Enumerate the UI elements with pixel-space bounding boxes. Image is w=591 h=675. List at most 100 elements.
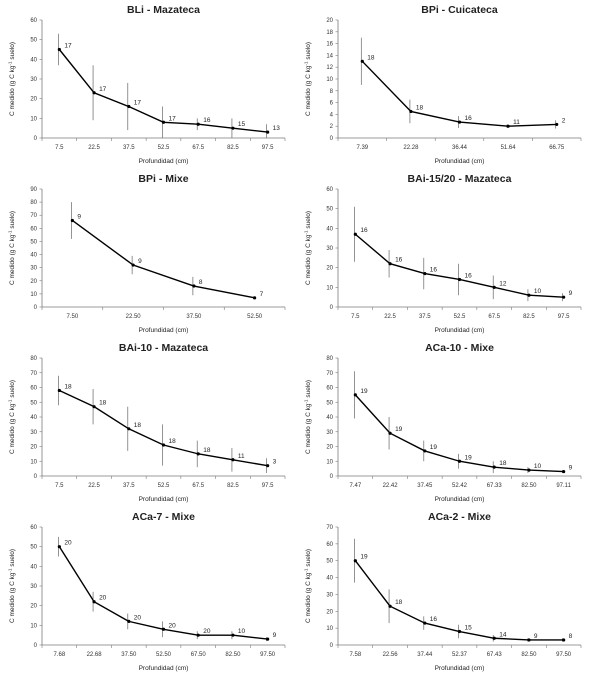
y-tick-label: 0 — [34, 643, 38, 649]
y-tick-label: 0 — [330, 643, 334, 649]
sample-count-label: 18 — [499, 460, 507, 467]
x-tick-label: 22.42 — [383, 483, 399, 489]
y-tick-label: 40 — [326, 415, 333, 421]
y-axis-title-end: suelo) — [9, 380, 16, 400]
y-tick-label: 50 — [326, 559, 333, 565]
y-tick-label: 70 — [326, 371, 333, 377]
data-point — [266, 464, 270, 468]
sample-count-label: 9 — [569, 465, 573, 472]
x-tick-label: 97.11 — [556, 483, 571, 489]
data-point — [457, 120, 462, 124]
sample-count-label: 10 — [534, 463, 542, 470]
chart-title: ACa-2 - Mixe — [428, 511, 491, 523]
sample-count-label: 14 — [499, 631, 507, 638]
sample-count-label: 12 — [499, 280, 507, 287]
sample-count-label: 19 — [465, 454, 473, 461]
x-tick-label: 37.50 — [186, 314, 202, 320]
x-tick-label: 7.68 — [54, 652, 66, 658]
x-tick-label: 52.5 — [158, 483, 170, 489]
x-tick-label: 7.5 — [351, 314, 360, 320]
x-tick-label: 22.56 — [383, 652, 399, 658]
x-tick-label: 66.75 — [549, 145, 565, 151]
sample-count-label: 18 — [134, 422, 142, 429]
y-axis-title-main: C medido (g C kg — [9, 572, 16, 623]
y-tick-label: 60 — [30, 386, 37, 392]
y-tick-label: 20 — [326, 445, 333, 451]
x-tick-label: 37.44 — [417, 652, 433, 658]
sample-count-label: 19 — [395, 426, 403, 433]
y-axis-title-end: suelo) — [9, 42, 16, 62]
x-tick-label: 97.5 — [262, 483, 274, 489]
y-tick-label: 50 — [326, 400, 333, 406]
y-tick-label: 10 — [30, 623, 37, 629]
y-axis-title-superscript: -1 — [8, 568, 13, 572]
data-point — [196, 122, 200, 126]
y-tick-label: 60 — [326, 542, 333, 548]
x-tick-label: 7.47 — [350, 483, 362, 489]
series-line — [58, 546, 268, 640]
y-tick-label: 20 — [326, 609, 333, 615]
data-point — [161, 120, 166, 124]
series-line — [71, 219, 255, 299]
sample-count-label: 2 — [562, 117, 566, 124]
sample-count-label: 9 — [77, 213, 81, 220]
x-tick-label: 22.5 — [88, 145, 100, 151]
data-point — [360, 59, 364, 63]
x-tick-label: 52.5 — [454, 314, 466, 320]
chart-svg: BLi - Mazateca 0 10 20 30 40 50 60 7.5 22.5 37.5 52… — [8, 4, 286, 165]
y-tick-label: 60 — [30, 18, 37, 24]
x-tick-label: 37.5 — [419, 314, 431, 320]
sample-count-label: 18 — [64, 383, 72, 390]
x-tick-label: 97.50 — [556, 652, 572, 658]
x-tick-label: 7.58 — [350, 652, 362, 658]
y-tick-label: 8 — [330, 89, 334, 95]
sample-count-label: 9 — [534, 633, 538, 640]
y-tick-label: 30 — [30, 430, 37, 436]
x-tick-label: 51.64 — [501, 145, 517, 151]
y-tick-label: 60 — [326, 386, 333, 392]
y-tick-label: 20 — [326, 266, 333, 272]
y-tick-label: 40 — [30, 564, 37, 570]
y-axis-title-superscript: -1 — [304, 230, 309, 234]
y-tick-label: 20 — [30, 279, 37, 285]
data-point — [57, 545, 61, 549]
data-point — [253, 296, 257, 300]
sample-count-label: 17 — [169, 115, 177, 122]
x-axis-title: Profundidad (cm) — [139, 158, 189, 165]
sample-count-label: 18 — [203, 447, 211, 454]
y-tick-label: 0 — [330, 474, 334, 480]
y-tick-label: 70 — [30, 371, 37, 377]
data-point — [161, 443, 166, 447]
data-point — [527, 468, 531, 472]
x-tick-label: 37.5 — [123, 145, 135, 151]
chart-svg: ACa-7 - Mixe 0 10 20 30 40 50 60 7.68 22.68 37.50 5… — [8, 511, 286, 672]
y-axis-title-main: C medido (g C kg — [9, 403, 16, 454]
y-tick-label: 80 — [326, 356, 333, 362]
data-point — [423, 449, 427, 453]
chart-panel-aca-2-mixe: ACa-2 - Mixe 0 10 20 30 40 50 60 70 7.58 22.56 37.4… — [296, 507, 591, 675]
x-axis-title: Profundidad (cm) — [139, 496, 189, 503]
sample-count-label: 16 — [360, 227, 368, 234]
y-tick-label: 0 — [330, 305, 334, 311]
y-tick-label: 10 — [30, 459, 37, 465]
y-axis-title: C medido (g C kg-1 suelo) — [304, 549, 313, 623]
data-point — [127, 104, 131, 109]
y-axis-title-end: suelo) — [305, 211, 312, 231]
series-line — [58, 49, 268, 133]
y-axis-title: C medido (g C kg-1 suelo) — [304, 380, 313, 454]
y-tick-label: 30 — [326, 246, 333, 252]
x-tick-label: 97.50 — [260, 652, 276, 658]
y-tick-label: 90 — [30, 187, 37, 193]
y-tick-label: 40 — [30, 253, 37, 259]
data-point — [527, 638, 531, 642]
y-tick-label: 10 — [30, 116, 37, 122]
y-axis-title-main: C medido (g C kg — [305, 572, 312, 623]
y-axis-title: C medido (g C kg-1 suelo) — [304, 42, 313, 116]
data-point — [506, 124, 510, 128]
x-tick-label: 22.5 — [88, 483, 100, 489]
x-tick-label: 52.50 — [156, 652, 172, 658]
sample-count-label: 3 — [273, 459, 277, 466]
y-tick-label: 0 — [330, 136, 334, 142]
y-tick-label: 30 — [30, 266, 37, 272]
data-point — [409, 109, 413, 114]
